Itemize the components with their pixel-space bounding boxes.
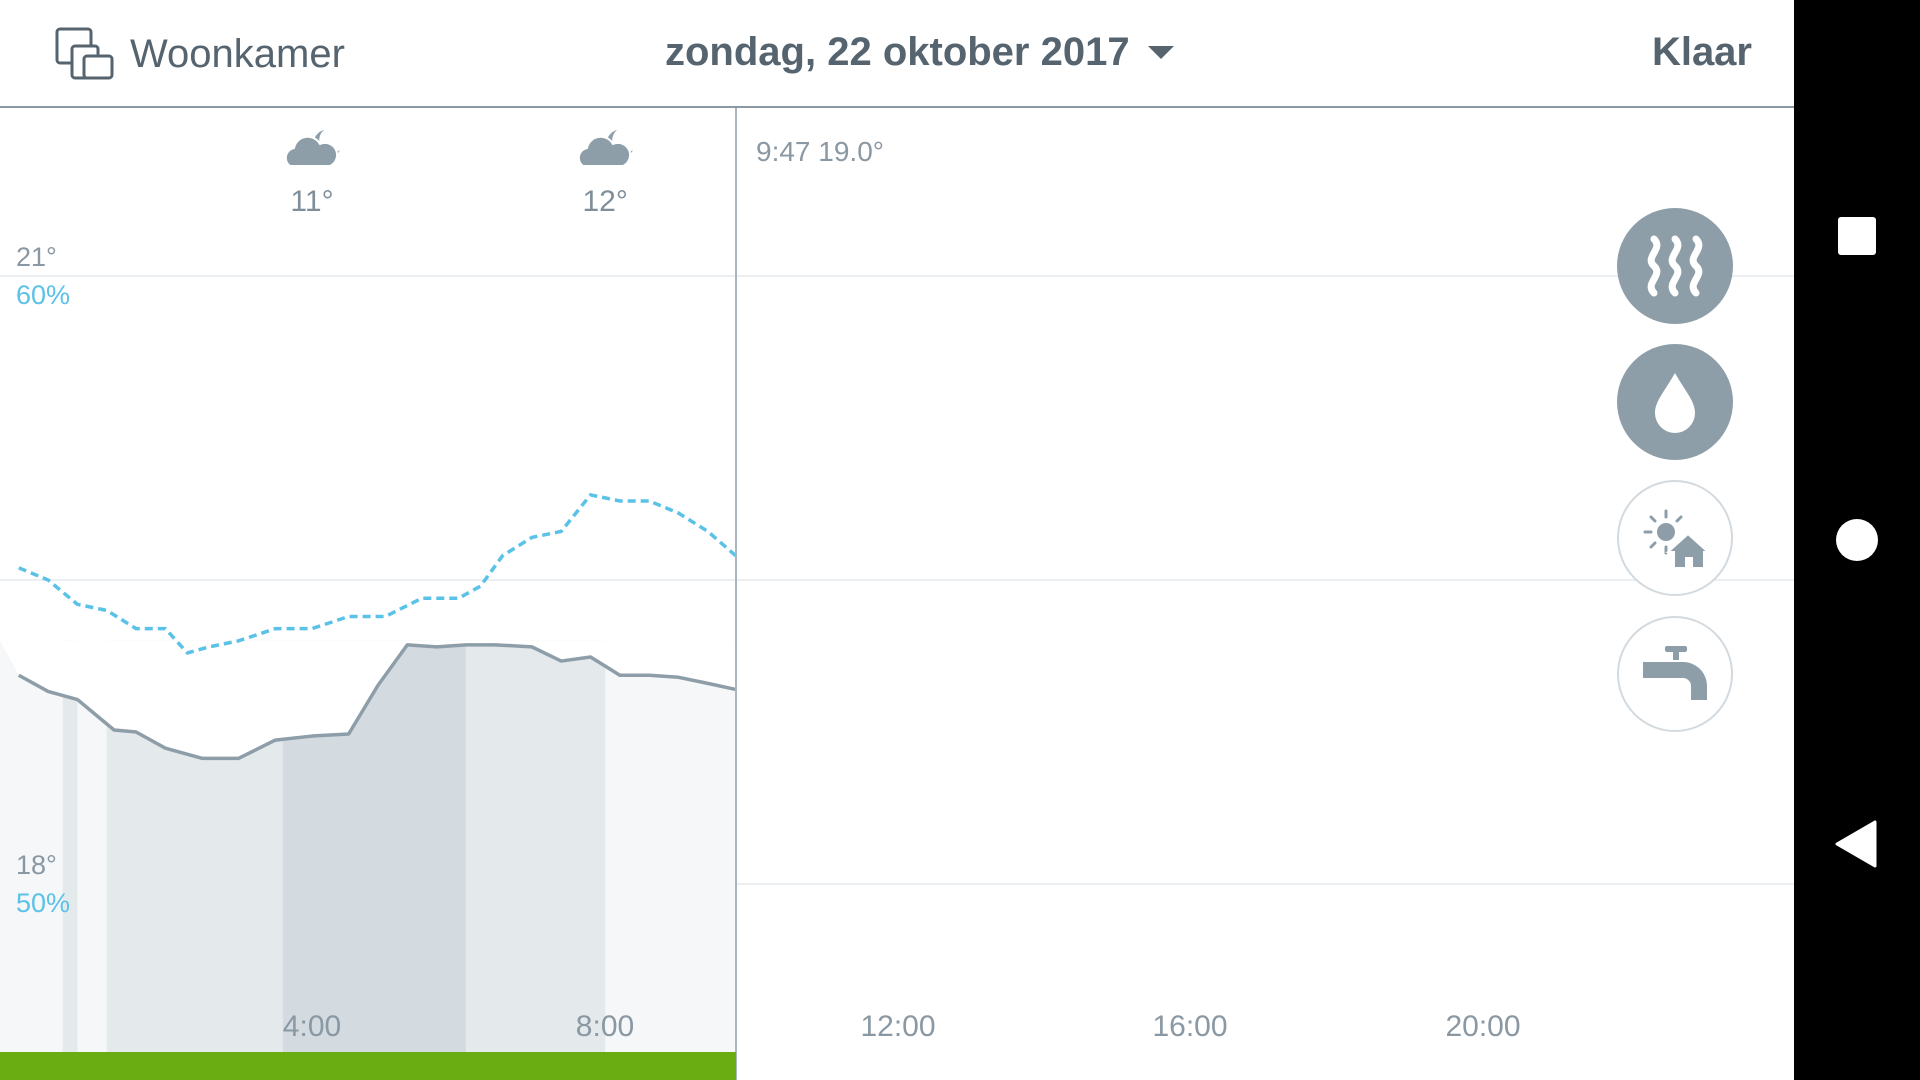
- heating-on-bar: [0, 1052, 736, 1080]
- hot-water-mode-button[interactable]: [1617, 616, 1733, 732]
- weather-forecast: 12°: [565, 126, 645, 219]
- recents-button[interactable]: [1794, 204, 1920, 268]
- temperature-series-line: [17, 643, 737, 761]
- x-tick-label: 16:00: [1152, 1010, 1228, 1043]
- forecast-temperature: 11°: [290, 185, 334, 218]
- occupancy-band: [62, 640, 78, 1052]
- devices-icon: [55, 27, 114, 80]
- dropdown-caret-icon: [1147, 46, 1174, 59]
- room-label: Woonkamer: [130, 31, 345, 76]
- android-navigation-bar: [1794, 0, 1920, 1080]
- history-chart: [0, 108, 1794, 1080]
- x-tick-label: 20:00: [1445, 1010, 1521, 1043]
- cloud-moon-icon: [284, 130, 340, 167]
- water-drop-icon: [1655, 373, 1695, 433]
- cloud-moon-icon: [578, 130, 634, 167]
- back-triangle-icon: [1835, 820, 1877, 868]
- sun-house-icon: [1643, 509, 1710, 569]
- humidity-mode-button[interactable]: [1617, 344, 1733, 460]
- y-label-bottom-humidity: 50%: [16, 888, 71, 918]
- heat-waves-icon: [1647, 235, 1703, 297]
- tap-icon: [1643, 646, 1707, 700]
- occupancy-band: [465, 640, 606, 1052]
- header-bar: Woonkamer zondag, 22 oktober 2017 Klaar: [0, 0, 1794, 108]
- back-button[interactable]: [1794, 812, 1920, 876]
- x-tick-label: 12:00: [860, 1010, 936, 1043]
- x-tick-label: 4:00: [282, 1010, 342, 1043]
- weather-forecast: 11°: [272, 126, 352, 219]
- y-label-top-humidity: 60%: [16, 280, 71, 310]
- room-selector[interactable]: Woonkamer: [54, 26, 345, 82]
- date-selector[interactable]: zondag, 22 oktober 2017: [665, 30, 1174, 75]
- date-label: zondag, 22 oktober 2017: [665, 30, 1130, 74]
- outdoor-mode-button[interactable]: [1617, 480, 1733, 596]
- heating-mode-button[interactable]: [1617, 208, 1733, 324]
- done-button[interactable]: Klaar: [1651, 30, 1752, 74]
- humidity-series-line: [18, 492, 737, 655]
- current-time-readout: 9:47 19.0°: [756, 136, 884, 167]
- forecast-temperature: 12°: [582, 185, 628, 218]
- y-label-bottom-temp: 18°: [16, 850, 57, 880]
- y-label-top-temp: 21°: [16, 242, 57, 272]
- app-screen: Woonkamer zondag, 22 oktober 2017 Klaar …: [0, 0, 1794, 1080]
- x-tick-label: 8:00: [575, 1010, 635, 1043]
- square-icon: [1838, 217, 1876, 255]
- circle-icon: [1836, 519, 1878, 561]
- home-button[interactable]: [1794, 508, 1920, 572]
